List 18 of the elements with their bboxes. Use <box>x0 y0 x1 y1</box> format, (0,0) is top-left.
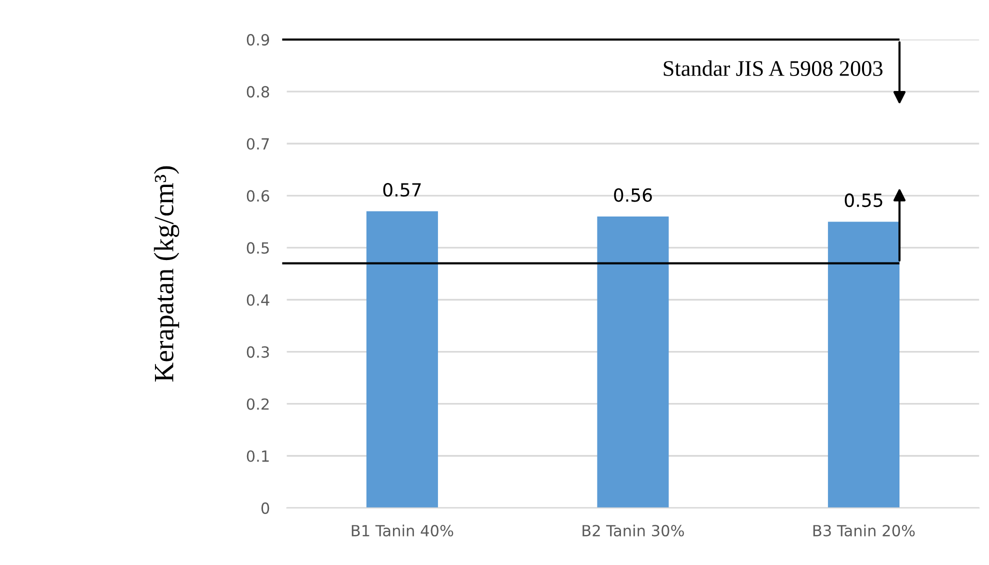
ref-line-label: Standar JIS A 5908 2003 <box>664 60 882 76</box>
y-axis-title: Kerapatan (kg/cm³) <box>154 166 180 382</box>
y-tick-label: 0.1 <box>246 450 269 462</box>
y-tick-label: 0.3 <box>246 346 269 358</box>
x-tick-label: B2 Tanin 30% <box>582 524 684 536</box>
y-tick-label: 0.7 <box>246 138 269 150</box>
y-tick-label: 0.9 <box>246 34 270 46</box>
y-tick-label: 0.8 <box>246 86 270 98</box>
y-tick-label: 0.6 <box>246 190 270 202</box>
data-label: 0.57 <box>383 183 421 197</box>
y-tick-label: 0 <box>261 502 270 514</box>
data-label: 0.56 <box>614 188 652 202</box>
y-tick-label: 0.4 <box>246 294 270 306</box>
y-tick-label: 0.5 <box>246 242 269 254</box>
y-tick-label: 0.2 <box>246 398 269 410</box>
data-label: 0.55 <box>844 193 882 208</box>
x-tick-label: B1 Tanin 40% <box>352 524 454 536</box>
x-tick-label: B3 Tanin 20% <box>813 524 915 536</box>
